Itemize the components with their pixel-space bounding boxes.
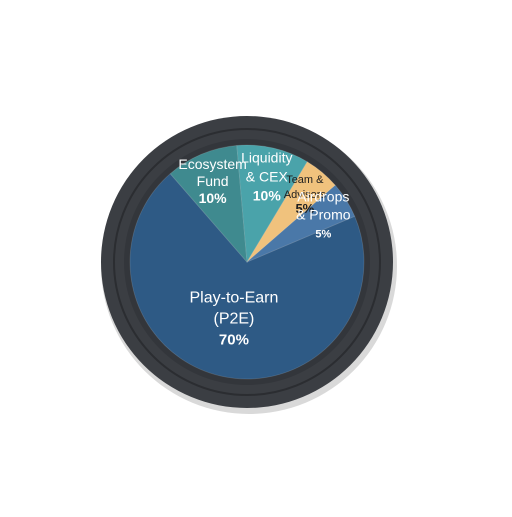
slice-name-label-1-1: Fund: [197, 173, 229, 189]
slice-name-label-2-0: Liquidity: [241, 149, 292, 165]
pie-slice-0: [129, 173, 365, 380]
slice-value-label-4: 5%: [315, 228, 331, 240]
slice-name-label-0-1: (P2E): [213, 311, 254, 328]
slice-value-label-1: 10%: [199, 190, 228, 206]
slice-name-label-4-0: Airdrops: [297, 188, 349, 204]
ring-groove: [113, 128, 381, 396]
slice-name-label-2-1: & CEX: [246, 168, 289, 184]
slice-value-label-0: 70%: [219, 332, 249, 349]
slice-name-label-3-0: Team &: [286, 174, 324, 186]
slice-name-label-3-1: Advisors: [284, 189, 327, 201]
pie-slice-2: [236, 144, 308, 264]
pie-slices: [129, 144, 365, 380]
slice-name-label-0-0: Play-to-Earn: [189, 290, 278, 307]
pie-slice-1: [169, 145, 248, 264]
slice-name-label-4-1: & Promo: [296, 206, 351, 222]
slice-value-label-2: 10%: [253, 187, 282, 203]
pie-slice-4: [246, 184, 356, 263]
slice-labels: Play-to-Earn(P2E)70%EcosystemFund10%Liqu…: [178, 149, 350, 348]
pie-slice-3: [246, 161, 336, 263]
slice-name-label-1-0: Ecosystem: [178, 156, 246, 172]
slice-value-label-3: 5%: [295, 201, 314, 216]
